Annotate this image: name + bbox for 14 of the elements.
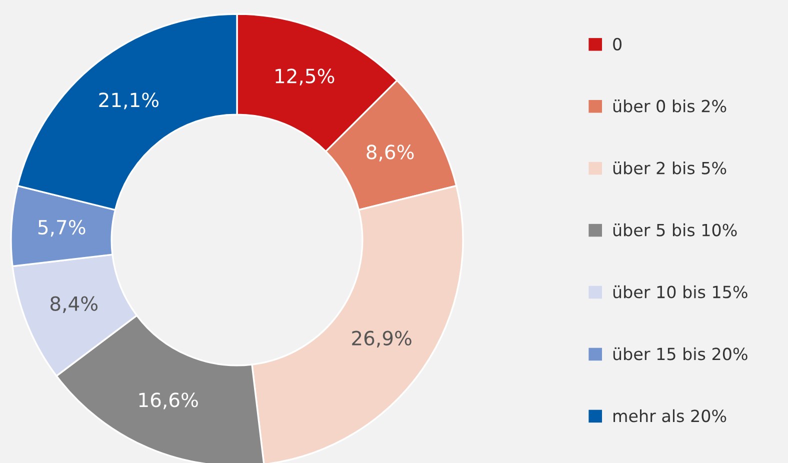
data-label: 8,4%	[50, 296, 98, 313]
legend-label: über 2 bis 5%	[613, 161, 726, 174]
legend-label: über 15 bis 20%	[613, 347, 748, 360]
data-label: 26,9%	[352, 330, 412, 348]
legend-label: über 5 bis 10%	[613, 223, 737, 236]
data-label: 12,5%	[276, 68, 334, 86]
data-label: 21,1%	[99, 92, 158, 110]
legend-label: über 0 bis 2%	[613, 100, 726, 112]
legend-label: 0	[613, 38, 622, 50]
data-label: 16,6%	[139, 392, 198, 410]
legend-label: über 10 bis 15%	[613, 285, 748, 298]
legend-label: mehr als 20%	[614, 409, 726, 422]
data-label: 5,7%	[38, 220, 86, 237]
data-label: 8,6%	[366, 144, 414, 162]
